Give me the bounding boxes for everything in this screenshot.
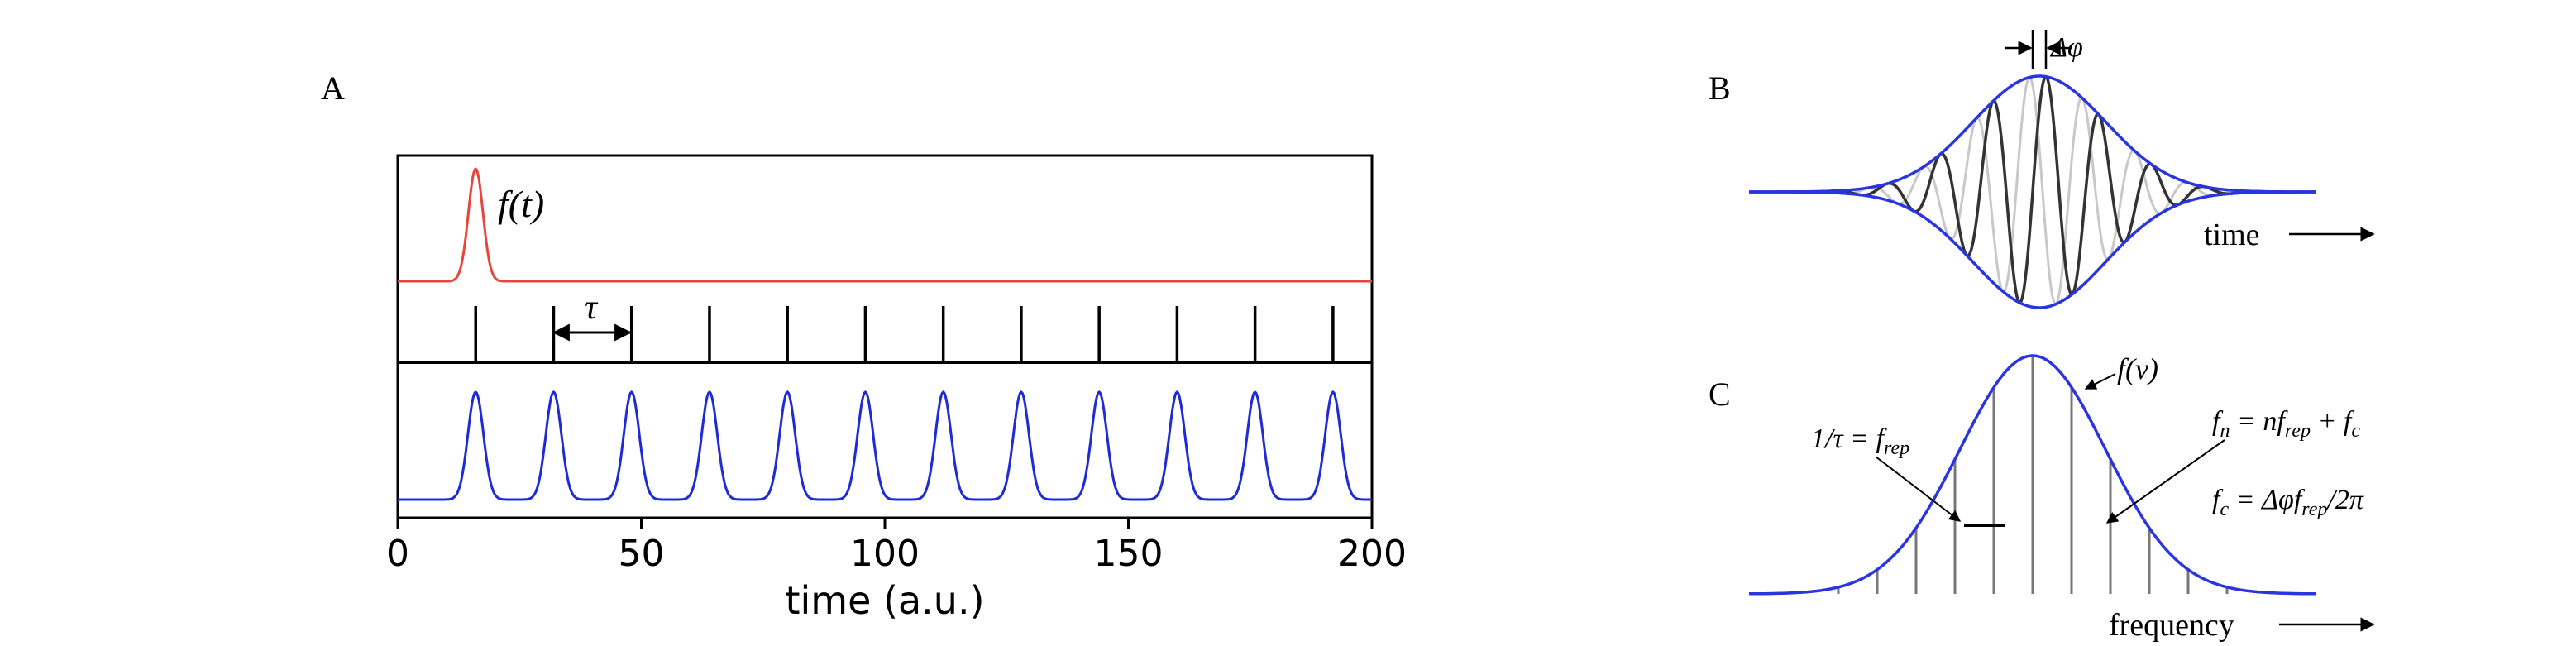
- frequency-label: frequency: [2109, 608, 2234, 643]
- x-tick-label: 50: [619, 533, 665, 575]
- time-label: time: [2204, 218, 2260, 252]
- x-tick-label: 0: [386, 533, 409, 575]
- x-tick-label: 150: [1094, 533, 1164, 575]
- rep-rate-label: 1/τ = frep: [1811, 423, 1909, 459]
- rep-rate-arrow: [1875, 456, 1962, 522]
- envelope-upper: [1749, 74, 2316, 194]
- frequency-comb-lines: [1798, 356, 2268, 594]
- pulse-train-curve: [398, 390, 1372, 501]
- pulse-comb: [474, 306, 1335, 362]
- envelope-lower: [1749, 190, 2316, 309]
- tau-label: τ: [585, 289, 599, 327]
- x-tick-label: 100: [850, 533, 920, 575]
- panel-a: A f(t) τ 0 50 100 150 200 time (a.u.): [321, 69, 1407, 623]
- fn-arrow: [2105, 439, 2225, 524]
- fc-formula: fc = Δφfrep/2π: [2212, 485, 2364, 520]
- single-pulse-curve: [398, 166, 1372, 283]
- panel-b: B Δφ time: [1709, 30, 2375, 309]
- panel-c-label: C: [1709, 376, 1731, 413]
- x-axis-label: time (a.u.): [785, 578, 984, 623]
- pulse-label: f(t): [498, 183, 544, 225]
- panel-c: C f(ν) 1/τ = frep fn = nfrep + fc fc = Δ…: [1709, 352, 2375, 643]
- x-tick-label: 200: [1337, 533, 1407, 575]
- phase-label: Δφ: [2049, 32, 2083, 63]
- spectrum-label: f(ν): [2117, 352, 2158, 385]
- fn-formula: fn = nfrep + fc: [2212, 406, 2360, 442]
- x-axis-ticks: 0 50 100 150 200: [386, 518, 1407, 575]
- panel-a-label: A: [321, 69, 345, 107]
- spectrum-arrow: [2084, 373, 2116, 390]
- spectral-envelope: [1748, 354, 2316, 596]
- panel-b-label: B: [1709, 69, 1731, 107]
